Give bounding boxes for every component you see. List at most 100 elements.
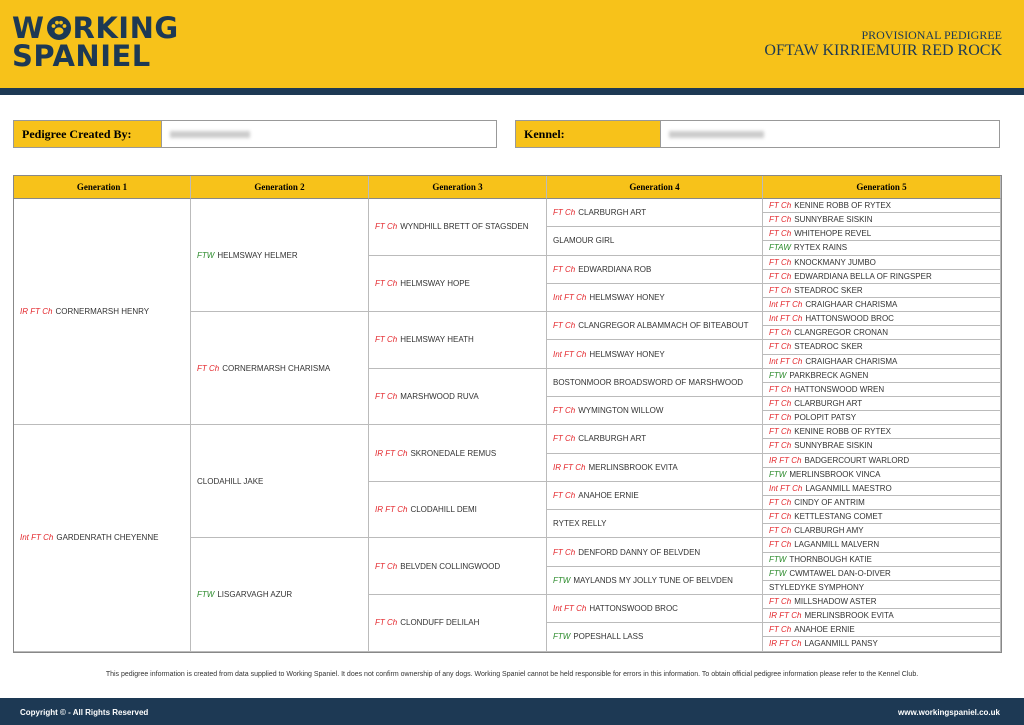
dog-title: Int FT Ch: [553, 604, 587, 614]
dog-name: CLANGREGOR ALBAMMACH OF BITEABOUT: [578, 321, 749, 331]
dog-cell: FT Ch CLANGREGOR CRONAN: [763, 326, 1001, 341]
dog-entry: IR FT Ch LAGANMILL PANSY: [769, 639, 878, 648]
dog-title: FT Ch: [769, 526, 792, 536]
dog-entry: Int FT Ch CRAIGHAAR CHARISMA: [769, 300, 897, 309]
dog-title: FT Ch: [769, 229, 792, 239]
logo-text: RKING: [72, 11, 179, 45]
dog-cell: RYTEX RELLY: [547, 510, 763, 539]
dog-name: GARDENRATH CHEYENNE: [56, 533, 159, 543]
dog-title: FT Ch: [553, 264, 576, 274]
dog-cell: FT Ch SUNNYBRAE SISKIN: [763, 439, 1001, 454]
dog-name: HELMSWAY HOPE: [400, 278, 470, 288]
dog-entry: FTW LISGARVAGH AZUR: [197, 590, 292, 599]
dog-cell: FT Ch STEADROC SKER: [763, 340, 1001, 355]
title: OFTAW KIRRIEMUIR RED ROCK: [764, 42, 1002, 59]
dog-entry: FTW MAYLANDS MY JOLLY TUNE OF BELVDEN: [553, 576, 733, 585]
dog-title: FT Ch: [769, 399, 792, 409]
dog-cell: Int FT Ch HELMSWAY HONEY: [547, 283, 763, 313]
dog-title: FTW: [197, 250, 215, 260]
dog-name: KNOCKMANY JUMBO: [794, 257, 876, 267]
dog-name: HATTONSWOOD BROC: [589, 604, 678, 614]
dog-name: ANAHOE ERNIE: [578, 490, 639, 500]
dog-cell: FT Ch KNOCKMANY JUMBO: [763, 255, 1001, 270]
header-band: W RKING SPANIEL PROVISIONAL PEDIGREE OFT…: [0, 0, 1024, 88]
dog-title: FT Ch: [769, 271, 792, 281]
dog-title: FT Ch: [375, 391, 398, 401]
dog-title: IR FT Ch: [375, 505, 408, 515]
dog-cell: Int FT Ch HELMSWAY HONEY: [547, 340, 763, 369]
dog-entry: FTW THORNBOUGH KATIE: [769, 555, 872, 564]
dog-entry: IR FT Ch MERLINSBROOK EVITA: [769, 611, 894, 620]
dog-name: STEADROC SKER: [794, 342, 863, 352]
field-value: [661, 121, 999, 147]
dog-entry: FT Ch POLOPIT PATSY: [769, 413, 856, 422]
dog-title: IR FT Ch: [553, 462, 586, 472]
dog-title: FT Ch: [553, 208, 576, 218]
dog-entry: FT Ch EDWARDIANA ROB: [553, 265, 651, 274]
dog-name: HELMSWAY HONEY: [589, 349, 665, 359]
dog-title: FT Ch: [375, 618, 398, 628]
dog-entry: FT Ch WHITEHOPE REVEL: [769, 229, 871, 238]
dog-name: SUNNYBRAE SISKIN: [794, 441, 873, 451]
dog-entry: FT Ch SUNNYBRAE SISKIN: [769, 441, 872, 450]
dog-cell: IR FT Ch MERLINSBROOK EVITA: [763, 609, 1001, 624]
dog-entry: IR FT Ch MERLINSBROOK EVITA: [553, 463, 678, 472]
dog-name: SKRONEDALE REMUS: [410, 448, 497, 458]
dog-title: FT Ch: [769, 597, 792, 606]
dog-name: WYNDHILL BRETT OF STAGSDEN: [400, 222, 529, 232]
dog-name: LAGANMILL PANSY: [804, 639, 878, 649]
dog-name: BADGERCOURT WARLORD: [804, 455, 910, 465]
dog-entry: FTW HELMSWAY HELMER: [197, 251, 298, 260]
dog-title: FT Ch: [769, 413, 792, 423]
copyright: Copyright © - All Rights Reserved: [20, 708, 149, 717]
dog-cell: FT Ch HATTONSWOOD WREN: [763, 382, 1001, 397]
dog-entry: FT Ch ANAHOE ERNIE: [769, 625, 855, 634]
dog-title: FT Ch: [769, 427, 792, 437]
dog-entry: FT Ch HELMSWAY HOPE: [375, 279, 470, 288]
dog-name: MARSHWOOD RUVA: [400, 391, 479, 401]
dog-title: IR FT Ch: [769, 639, 802, 649]
dog-entry: CLODAHILL JAKE: [197, 477, 263, 486]
dog-cell: FT Ch KENINE ROBB OF RYTEX: [763, 199, 1001, 214]
kennel-field: Kennel:: [515, 120, 1000, 148]
dog-name: HELMSWAY HONEY: [589, 292, 665, 302]
dog-cell: IR FT Ch LAGANMILL PANSY: [763, 637, 1001, 652]
dog-entry: FT Ch CLONDUFF DELILAH: [375, 618, 479, 627]
generation-header: Generation 2: [191, 176, 369, 199]
dog-name: MILLSHADOW ASTER: [794, 597, 877, 606]
pedigree-table: Generation 1 Generation 2 Generation 3 Gene…: [13, 175, 1002, 653]
paw-icon: [46, 16, 71, 40]
dog-name: CORNERMARSH HENRY: [55, 307, 150, 317]
logo-line-1: W RKING: [12, 13, 179, 43]
dog-entry: STYLEDYKE SYMPHONY: [769, 583, 864, 592]
dog-entry: BOSTONMOOR BROADSWORD OF MARSHWOOD: [553, 378, 743, 387]
dog-name: MERLINSBROOK EVITA: [588, 462, 678, 472]
dog-title: IR FT Ch: [769, 611, 802, 621]
dog-cell: FT Ch BELVDEN COLLINGWOOD: [369, 538, 547, 595]
dog-entry: FT Ch HATTONSWOOD WREN: [769, 385, 884, 394]
dog-title: Int FT Ch: [769, 483, 803, 493]
dog-cell: Int FT Ch CRAIGHAAR CHARISMA: [763, 297, 1001, 313]
dog-name: CINDY OF ANTRIM: [794, 498, 865, 508]
dog-title: FT Ch: [769, 441, 792, 451]
dog-name: MERLINSBROOK VINCA: [789, 469, 881, 479]
dog-title: IR FT Ch: [375, 448, 408, 458]
dog-entry: IR FT Ch BADGERCOURT WARLORD: [769, 456, 909, 465]
dog-title: FT Ch: [769, 498, 792, 508]
dog-cell: FT Ch CORNERMARSH CHARISMA: [191, 312, 369, 426]
dog-entry: FTAW RYTEX RAINS: [769, 243, 847, 252]
dog-cell: FTW PARKBRECK AGNEN: [763, 368, 1001, 383]
dog-name: KENINE ROBB OF RYTEX: [794, 427, 891, 437]
created-by-field: Pedigree Created By:: [13, 120, 497, 148]
dog-name: LAGANMILL MALVERN: [794, 540, 880, 550]
dog-cell: FT Ch WHITEHOPE REVEL: [763, 227, 1001, 242]
dog-name: SUNNYBRAE SISKIN: [794, 215, 873, 225]
dog-name: CLODAHILL JAKE: [197, 476, 264, 486]
dog-name: PARKBRECK AGNEN: [789, 370, 869, 380]
dog-name: CLARBURGH ART: [578, 208, 647, 218]
dog-name: BELVDEN COLLINGWOOD: [400, 561, 501, 571]
dog-entry: FT Ch CLARBURGH ART: [553, 208, 646, 217]
dog-cell: GLAMOUR GIRL: [547, 227, 763, 256]
dog-cell: FTW POPESHALL LASS: [547, 623, 763, 652]
dog-title: FT Ch: [553, 434, 576, 444]
